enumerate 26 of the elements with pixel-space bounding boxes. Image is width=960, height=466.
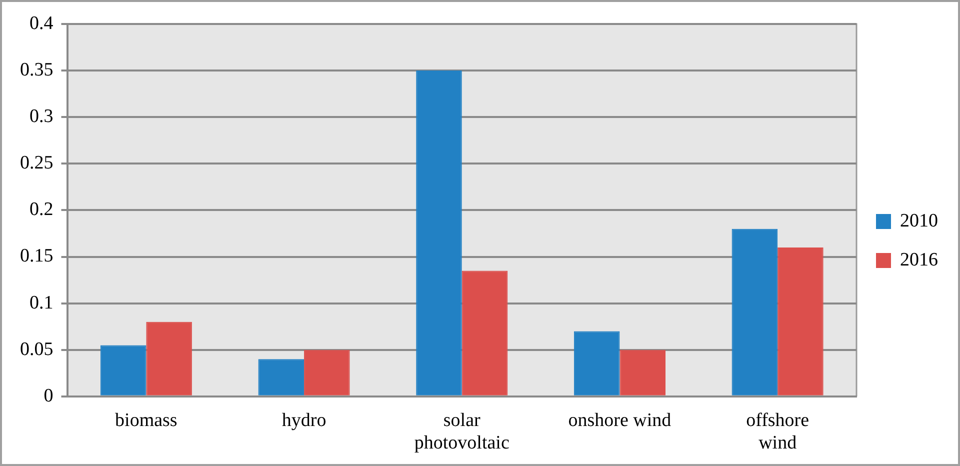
bar <box>574 331 620 396</box>
legend-label: 2010 <box>900 210 938 232</box>
bar <box>146 322 192 396</box>
x-tick-label: offshore wind <box>746 410 810 454</box>
bar <box>620 350 666 396</box>
y-tick-label: 0.15 <box>20 246 54 267</box>
bar <box>462 270 508 396</box>
legend-label: 2016 <box>900 249 938 270</box>
bar <box>258 359 304 396</box>
y-tick-label: 0 <box>44 385 54 406</box>
x-tick-label: hydro <box>282 410 326 431</box>
y-tick-label: 0.05 <box>20 338 54 360</box>
y-tick-label: 0.3 <box>30 106 54 128</box>
y-tick-label: 0.2 <box>30 199 54 220</box>
bar <box>416 70 462 396</box>
y-tick-label: 0.4 <box>30 12 54 34</box>
bar <box>778 247 824 396</box>
bar <box>304 350 350 396</box>
x-tick-label: biomass <box>115 410 178 431</box>
y-tick-label: 0.35 <box>20 60 54 81</box>
x-tick-label: onshore wind <box>568 410 672 431</box>
bar <box>732 228 778 396</box>
y-tick-label: 0.1 <box>30 292 54 314</box>
x-tick-label: solar photovoltaic <box>414 410 510 454</box>
y-tick-label: 0.25 <box>20 152 54 174</box>
bar <box>100 345 146 396</box>
